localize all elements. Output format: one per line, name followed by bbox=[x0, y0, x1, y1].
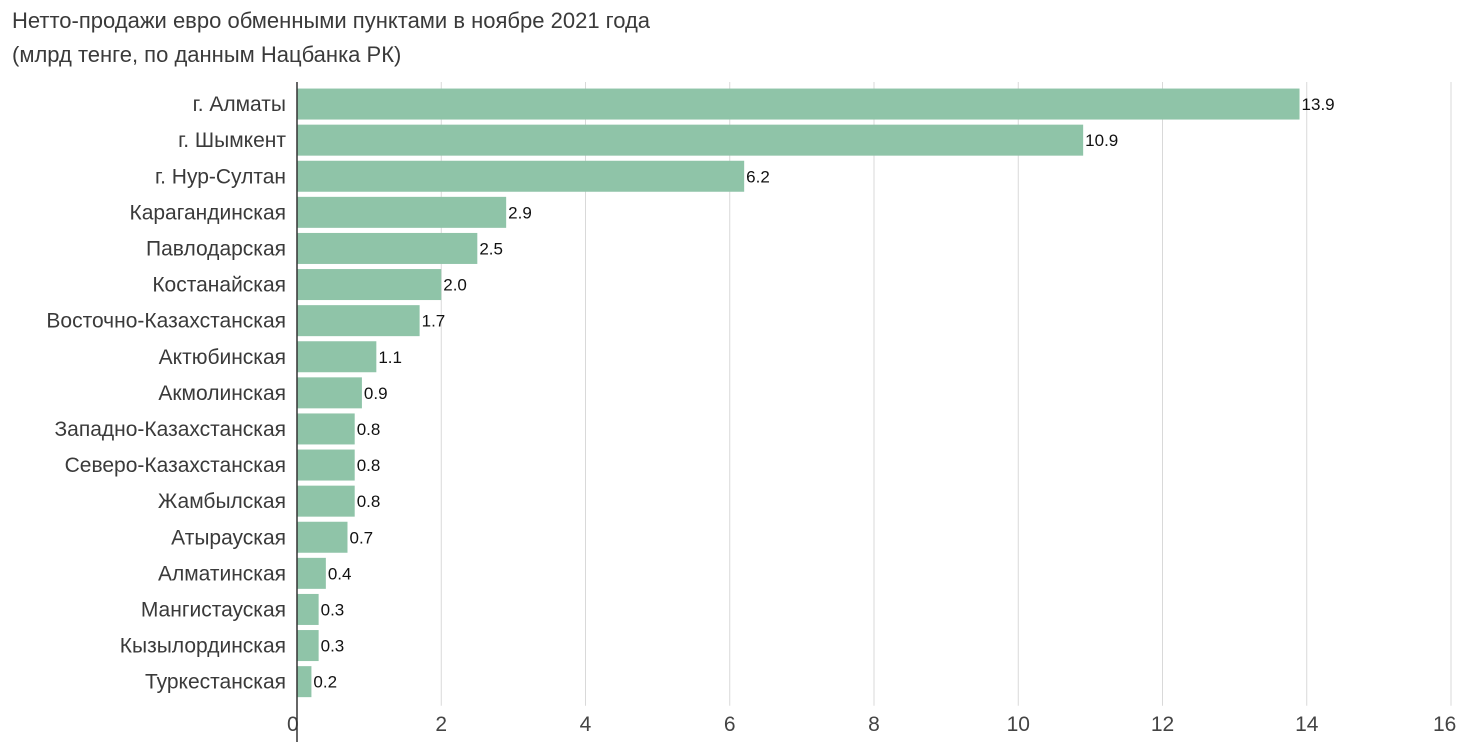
chart-title: Нетто-продажи евро обменными пунктами в … bbox=[12, 8, 651, 33]
bar bbox=[297, 666, 312, 698]
value-label: 2.9 bbox=[508, 203, 532, 222]
bar bbox=[297, 521, 348, 553]
category-label: Западно-Казахстанская bbox=[54, 418, 286, 441]
category-label: Северо-Казахстанская bbox=[65, 454, 286, 477]
bar bbox=[297, 485, 355, 517]
bar bbox=[297, 557, 326, 589]
x-tick-label: 10 bbox=[1007, 713, 1030, 736]
x-tick-label: 8 bbox=[868, 713, 880, 736]
bar bbox=[297, 377, 362, 409]
bar bbox=[297, 305, 420, 337]
bar bbox=[297, 160, 745, 192]
x-tick-label: 4 bbox=[580, 713, 592, 736]
bar bbox=[297, 593, 319, 625]
bar bbox=[297, 449, 355, 481]
category-label: г. Нур-Султан bbox=[155, 165, 286, 188]
x-tick-label: 16 bbox=[1433, 713, 1456, 736]
value-label: 2.0 bbox=[443, 276, 467, 295]
value-label: 0.9 bbox=[364, 384, 388, 403]
category-label: г. Шымкент bbox=[178, 129, 286, 152]
category-label: Туркестанская bbox=[145, 671, 286, 694]
bars: г. Алматы 13.9 г. Шымкент 10.9 г. Нур-Султан… bbox=[46, 88, 1335, 698]
category-label: Алматинская bbox=[158, 562, 286, 585]
bar bbox=[297, 232, 478, 264]
category-label: Кызылординская bbox=[120, 635, 286, 658]
x-tick-label: 12 bbox=[1151, 713, 1174, 736]
bar bbox=[297, 124, 1084, 156]
grid-lines bbox=[440, 82, 1452, 706]
bar bbox=[297, 630, 319, 662]
bar bbox=[297, 413, 355, 445]
value-label: 10.9 bbox=[1085, 131, 1118, 150]
chart-title-block: Нетто-продажи евро обменными пунктами в … bbox=[12, 4, 650, 72]
x-tick-label: 0 bbox=[287, 713, 299, 736]
category-label: Костанайская bbox=[152, 274, 286, 297]
value-label: 0.3 bbox=[321, 637, 345, 656]
category-label: Жамбылская bbox=[158, 490, 286, 513]
x-tick-label: 2 bbox=[435, 713, 447, 736]
value-label: 13.9 bbox=[1302, 95, 1335, 114]
category-label: г. Алматы bbox=[193, 93, 286, 116]
bar bbox=[297, 269, 442, 301]
category-label: Восточно-Казахстанская bbox=[46, 310, 286, 333]
value-label: 6.2 bbox=[746, 167, 770, 186]
value-label: 1.7 bbox=[422, 312, 446, 331]
value-label: 0.8 bbox=[357, 456, 381, 475]
category-label: Павлодарская bbox=[146, 237, 286, 260]
value-label: 0.8 bbox=[357, 492, 381, 511]
category-label: Актюбинская bbox=[159, 346, 286, 369]
value-label: 0.8 bbox=[357, 420, 381, 439]
bar bbox=[297, 196, 507, 228]
value-label: 0.3 bbox=[321, 600, 345, 619]
category-label: Акмолинская bbox=[158, 382, 286, 405]
value-label: 0.4 bbox=[328, 564, 352, 583]
chart-subtitle: (млрд тенге, по данным Нацбанка РК) bbox=[12, 42, 402, 67]
x-axis-ticks: 0 2 4 6 8 10 12 14 16 bbox=[287, 713, 1456, 736]
value-label: 0.2 bbox=[313, 673, 337, 692]
x-tick-label: 14 bbox=[1295, 713, 1319, 736]
category-label: Мангистауская bbox=[141, 598, 286, 621]
bar bbox=[297, 88, 1300, 120]
bar bbox=[297, 341, 377, 373]
category-label: Карагандинская bbox=[129, 201, 286, 224]
value-label: 1.1 bbox=[378, 348, 402, 367]
category-label: Атырауская bbox=[171, 526, 286, 549]
x-tick-label: 6 bbox=[724, 713, 736, 736]
value-label: 0.7 bbox=[349, 528, 373, 547]
value-label: 2.5 bbox=[479, 239, 503, 258]
